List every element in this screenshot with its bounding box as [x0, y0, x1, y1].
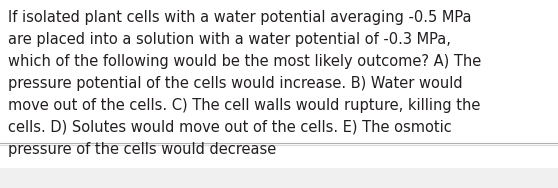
Text: pressure potential of the cells would increase. B) Water would: pressure potential of the cells would in… — [8, 76, 463, 91]
Text: If isolated plant cells with a water potential averaging -0.5 MPa: If isolated plant cells with a water pot… — [8, 10, 472, 25]
Text: cells. D) Solutes would move out of the cells. E) The osmotic: cells. D) Solutes would move out of the … — [8, 120, 452, 135]
FancyBboxPatch shape — [0, 168, 558, 188]
Text: which of the following would be the most likely outcome? A) The: which of the following would be the most… — [8, 54, 481, 69]
Text: move out of the cells. C) The cell walls would rupture, killing the: move out of the cells. C) The cell walls… — [8, 98, 480, 113]
Text: are placed into a solution with a water potential of -0.3 MPa,: are placed into a solution with a water … — [8, 32, 451, 47]
Text: pressure of the cells would decrease: pressure of the cells would decrease — [8, 142, 276, 157]
